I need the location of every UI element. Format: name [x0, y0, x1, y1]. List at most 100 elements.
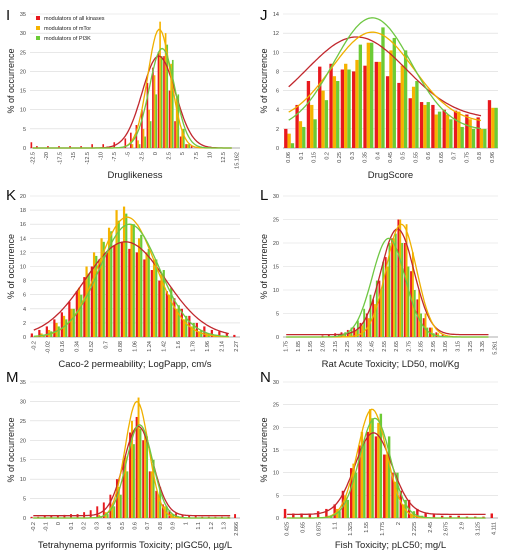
x-tick-label: -0.1 — [43, 522, 49, 531]
x-tick-label: -15 — [71, 152, 77, 160]
bar — [434, 114, 438, 148]
bar — [426, 327, 429, 337]
bar — [43, 516, 46, 518]
bar — [60, 312, 63, 337]
bar — [471, 128, 476, 148]
x-tick-label: 0.9 — [171, 522, 177, 530]
bar — [119, 494, 122, 518]
bar — [361, 325, 364, 337]
x-tick-label: -0.2 — [31, 522, 37, 531]
bar — [155, 490, 158, 518]
x-tick-label: 0.8 — [477, 152, 483, 160]
bar — [147, 248, 150, 337]
x-tick-label: 1.95 — [308, 341, 314, 352]
bar — [407, 266, 410, 337]
x-tick-label: 3.125 — [475, 522, 481, 536]
bar — [363, 308, 366, 337]
x-tick-label: 0.15 — [312, 152, 318, 163]
x-tick-label: 1.3 — [222, 522, 228, 530]
bar — [173, 298, 176, 337]
x-tick-label: 2.9 — [460, 522, 466, 530]
x-tick-label: -22.5 — [30, 152, 36, 165]
fit-curve — [33, 223, 229, 338]
bar — [374, 304, 376, 337]
bar — [170, 287, 173, 337]
bar — [423, 104, 427, 148]
bar — [460, 126, 464, 148]
bar — [110, 231, 113, 337]
bar — [111, 506, 114, 518]
fit-curve — [288, 17, 482, 130]
bar — [330, 515, 333, 518]
panel-letter: L — [260, 187, 268, 204]
x-tick-label: -0.02 — [46, 341, 52, 354]
x-tick-label: -5 — [126, 152, 132, 157]
bar — [137, 238, 141, 337]
bar — [197, 331, 201, 337]
y-tick-label: 0 — [276, 146, 279, 152]
bar — [426, 102, 430, 148]
bar — [162, 270, 165, 337]
fit-curve — [286, 237, 489, 338]
bar — [325, 508, 328, 518]
y-tick-label: 0 — [276, 516, 279, 522]
y-tick-label: 0 — [23, 516, 26, 522]
x-tick-label: 1.06 — [133, 341, 139, 352]
bar — [391, 472, 394, 518]
bar — [225, 333, 228, 337]
bar — [182, 319, 186, 337]
x-tick-label: 1.6 — [176, 341, 182, 349]
bar — [63, 514, 66, 518]
x-tick-label: 0.7 — [452, 152, 458, 160]
bar — [404, 499, 407, 518]
bar — [306, 81, 311, 148]
bar — [117, 486, 120, 518]
bar — [403, 243, 406, 337]
bar — [353, 327, 356, 337]
y-tick-label: 10 — [273, 288, 279, 294]
bar — [348, 332, 351, 337]
bar — [321, 335, 324, 337]
bar — [400, 65, 404, 148]
bar — [85, 266, 88, 337]
x-tick-label: 0.45 — [388, 152, 394, 163]
bar — [310, 104, 314, 148]
x-tick-label: 1.775 — [380, 522, 386, 536]
x-tick-label: 10 — [207, 152, 213, 158]
fit-curve — [33, 241, 229, 335]
fit-curve — [33, 424, 231, 519]
y-axis-label: % of occurrence — [259, 417, 269, 482]
bar — [57, 326, 60, 337]
bar — [424, 513, 427, 518]
x-tick-label: 1.85 — [296, 341, 302, 352]
bar — [465, 114, 469, 148]
y-tick-label: 12 — [273, 31, 279, 37]
bar — [77, 287, 81, 337]
bar — [283, 508, 287, 518]
bar — [155, 259, 158, 337]
bar — [126, 471, 129, 518]
bar — [148, 109, 150, 148]
panel-k: K 0 2 4 6 8 10 12 14 16 18 20 % of occurrence Caco-2 … — [6, 187, 240, 370]
y-tick-label: 15 — [273, 265, 279, 271]
bar — [109, 494, 112, 518]
x-axis-label: Druglikeness — [108, 170, 163, 181]
bar — [449, 119, 453, 148]
x-tick-label: 15.162 — [235, 152, 241, 169]
bar — [386, 266, 389, 337]
bar — [141, 109, 143, 148]
fit-curve — [33, 425, 231, 517]
bar — [453, 110, 458, 148]
bar — [435, 332, 438, 337]
y-tick-label: 20 — [273, 241, 279, 247]
fit-curve — [32, 47, 232, 149]
bar — [166, 44, 169, 148]
y-tick-label: 30 — [273, 194, 279, 200]
bar — [157, 494, 160, 518]
fit-curve — [32, 28, 232, 149]
bar — [152, 259, 156, 337]
bar — [98, 259, 101, 337]
x-tick-label: 0.5 — [401, 152, 407, 160]
bar — [90, 266, 93, 337]
legend-label: modulators of PI3K — [44, 36, 91, 42]
